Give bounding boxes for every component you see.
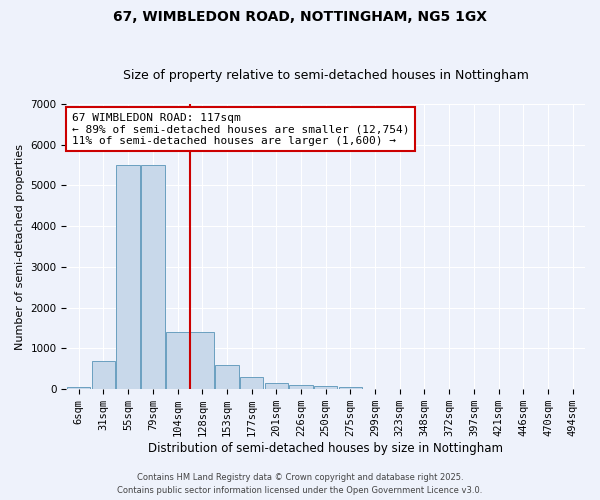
X-axis label: Distribution of semi-detached houses by size in Nottingham: Distribution of semi-detached houses by …	[148, 442, 503, 455]
Text: 67 WIMBLEDON ROAD: 117sqm
← 89% of semi-detached houses are smaller (12,754)
11%: 67 WIMBLEDON ROAD: 117sqm ← 89% of semi-…	[71, 112, 409, 146]
Bar	[116, 165, 140, 389]
Bar	[67, 387, 91, 389]
Bar	[338, 387, 362, 389]
Bar	[265, 383, 288, 389]
Bar	[314, 386, 337, 389]
Bar	[92, 360, 115, 389]
Bar	[190, 332, 214, 389]
Bar	[215, 365, 239, 389]
Bar	[240, 377, 263, 389]
Text: 67, WIMBLEDON ROAD, NOTTINGHAM, NG5 1GX: 67, WIMBLEDON ROAD, NOTTINGHAM, NG5 1GX	[113, 10, 487, 24]
Y-axis label: Number of semi-detached properties: Number of semi-detached properties	[15, 144, 25, 350]
Text: Contains HM Land Registry data © Crown copyright and database right 2025.
Contai: Contains HM Land Registry data © Crown c…	[118, 474, 482, 495]
Bar	[289, 385, 313, 389]
Bar	[141, 165, 164, 389]
Title: Size of property relative to semi-detached houses in Nottingham: Size of property relative to semi-detach…	[123, 69, 529, 82]
Bar	[166, 332, 189, 389]
